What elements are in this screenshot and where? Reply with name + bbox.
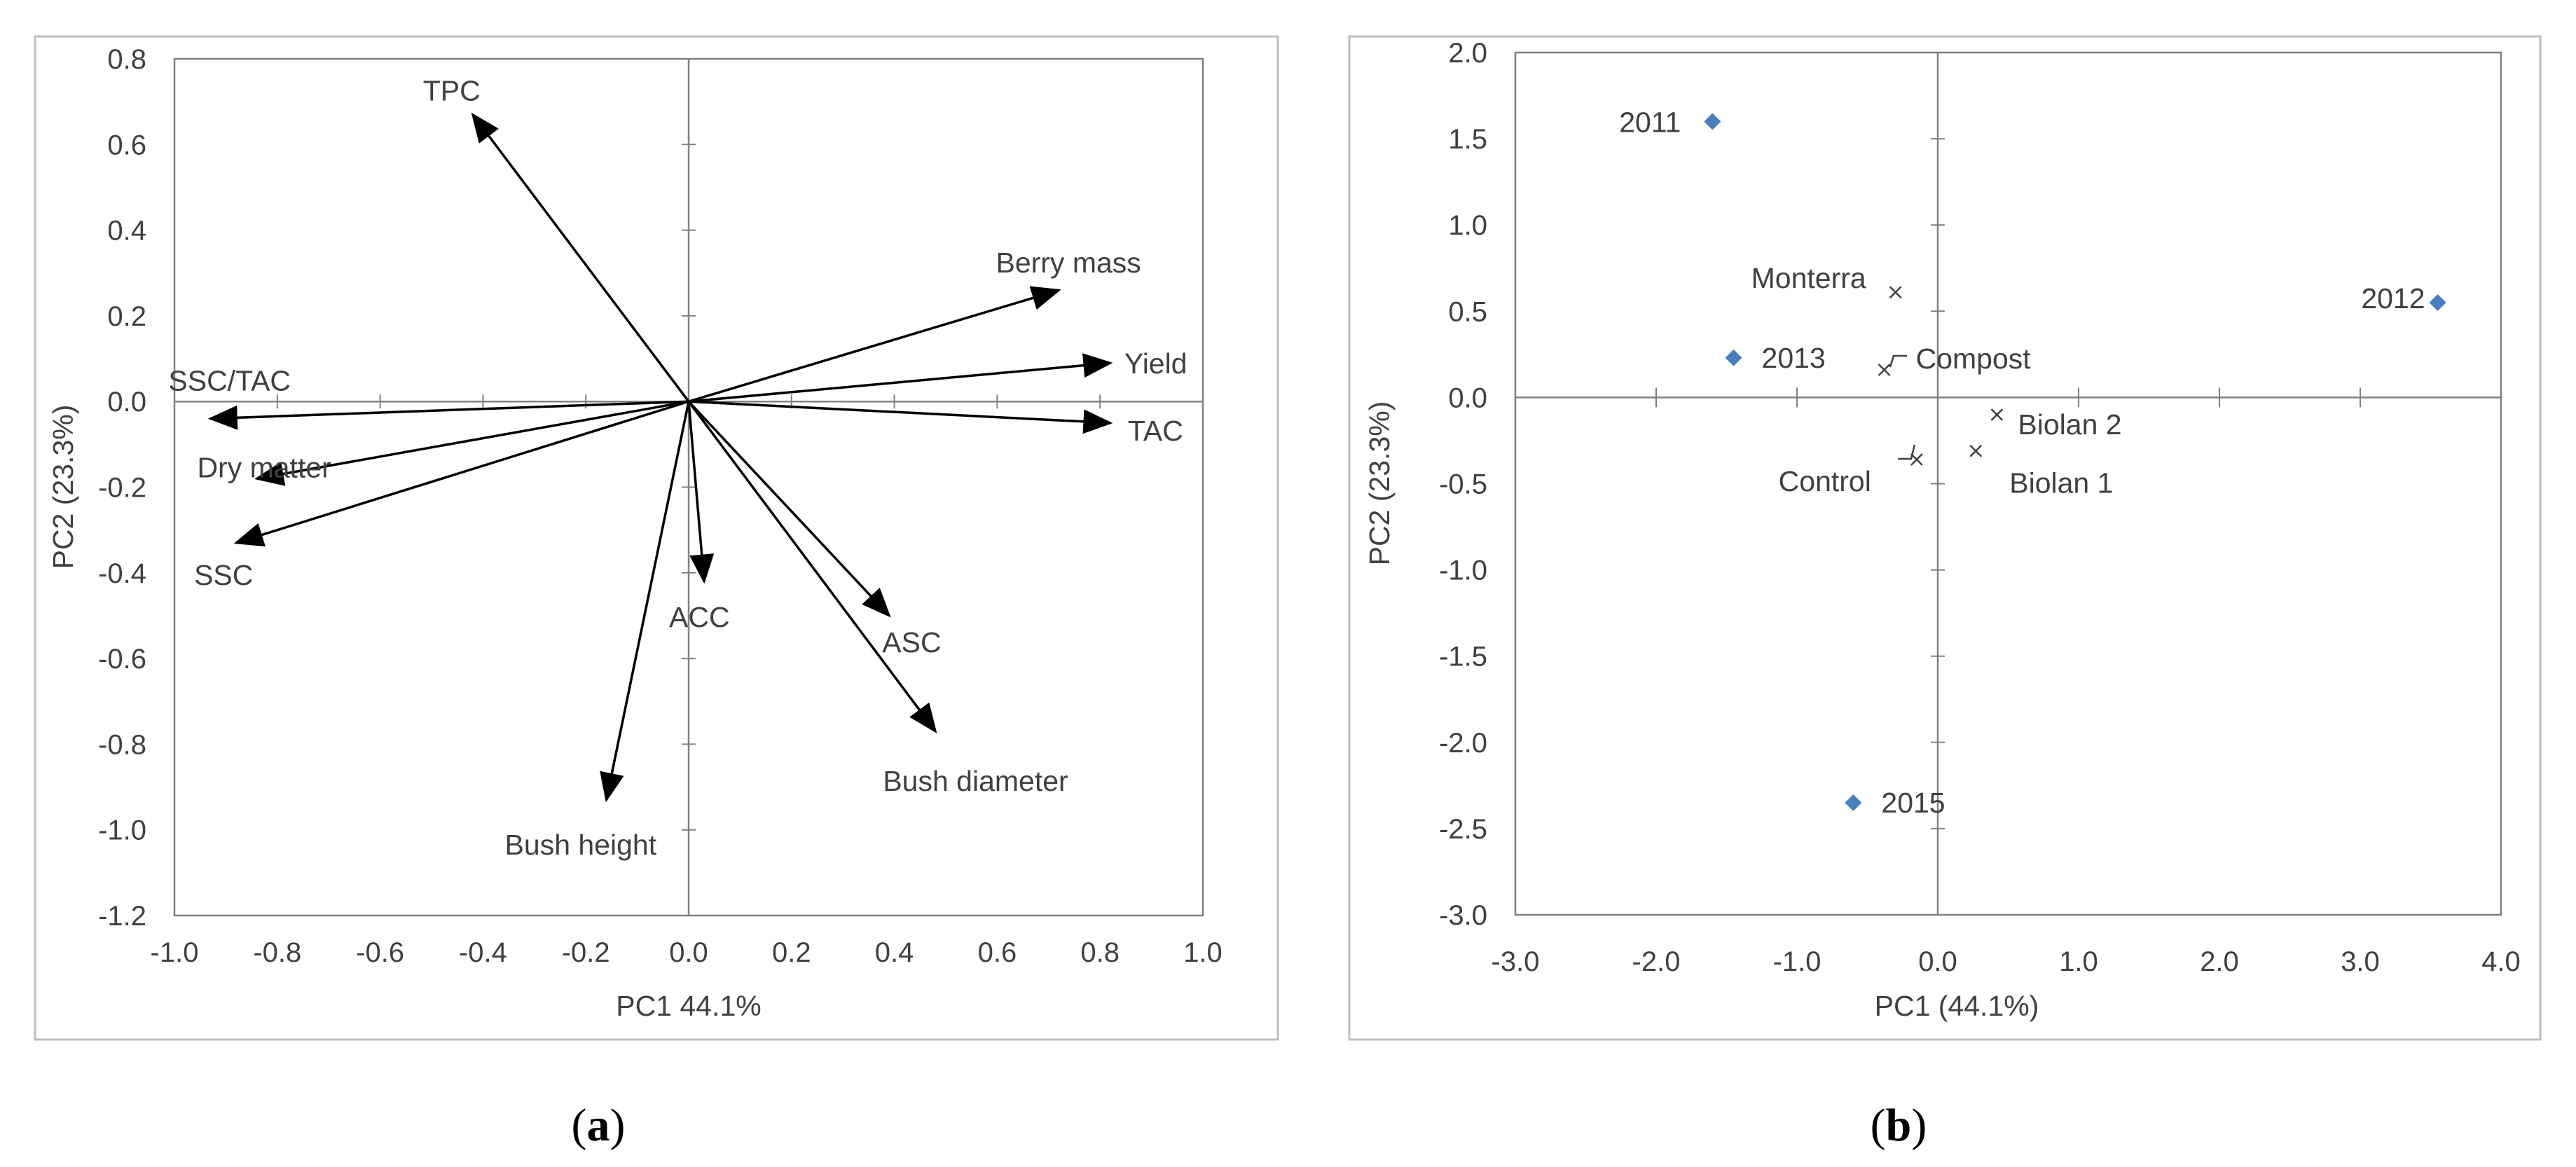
point-2015 — [1845, 794, 1862, 811]
y-axis-title: PC2 (23.3%) — [1363, 401, 1396, 566]
vector-label-ssc: SSC — [194, 559, 253, 591]
vector-dry-matter — [254, 400, 689, 486]
point-label-biolan-1: Biolan 1 — [2009, 467, 2113, 499]
x-axis-title: PC1 (44.1%) — [1875, 990, 2039, 1022]
vector-label-bush-height: Bush height — [505, 829, 657, 861]
x-tick-label: -0.6 — [356, 937, 404, 968]
x-tick-label: 1.0 — [2059, 946, 2098, 977]
vector-asc — [687, 401, 891, 618]
point-biolan-2 — [1990, 408, 2004, 421]
y-tick-label: 0.0 — [1448, 382, 1487, 413]
point-2012 — [2429, 294, 2446, 311]
vector-ssc-tac — [207, 400, 689, 430]
x-tick-label: 4.0 — [2481, 946, 2521, 977]
vector-acc — [687, 401, 715, 584]
x-tick-label: 3.0 — [2341, 946, 2380, 977]
x-tick-label: 0.0 — [1918, 946, 1957, 977]
vector-label-yield: Yield — [1124, 347, 1187, 380]
y-tick-label: -0.2 — [98, 473, 146, 504]
y-tick-label: -2.0 — [1439, 728, 1487, 759]
x-tick-label: 0.0 — [669, 937, 708, 968]
point-monterra — [1889, 286, 1902, 299]
y-tick-label: -1.0 — [1439, 555, 1487, 586]
x-tick-label: -1.0 — [1773, 946, 1821, 977]
y-tick-label: 0.0 — [107, 387, 146, 417]
y-tick-label: 2.0 — [1448, 38, 1487, 69]
x-tick-label: -1.0 — [151, 937, 199, 968]
chart-a-frame — [34, 35, 1279, 1041]
point-control — [1910, 453, 1923, 466]
x-tick-label: -2.0 — [1632, 946, 1681, 977]
x-tick-label: -0.8 — [253, 937, 301, 968]
x-tick-label: -3.0 — [1492, 946, 1540, 977]
y-tick-label: -0.8 — [98, 729, 146, 760]
x-tick-label: 2.0 — [2200, 946, 2239, 977]
loadings-plot: -1.0 -0.8 -0.6 -0.4 -0.2 0.0 0.2 0.4 0.6 0.8 1.0 0.… — [34, 35, 1279, 1151]
panel-label-b: (b) — [1871, 1100, 1927, 1151]
y-tick-label: -3.0 — [1439, 900, 1487, 931]
vector-ssc — [233, 400, 689, 547]
y-tick-label: 0.8 — [107, 44, 146, 75]
x-tick-label: -0.2 — [562, 937, 610, 968]
vector-label-tac: TAC — [1128, 415, 1183, 447]
point-label-2013: 2013 — [1762, 342, 1826, 374]
chart-b-frame — [1348, 35, 2542, 1041]
x-tick-label: 0.8 — [1080, 937, 1120, 968]
y-tick-label: -0.6 — [98, 644, 146, 675]
vector-bush-height — [600, 401, 690, 803]
y-tick-label: 0.4 — [107, 216, 146, 247]
vector-berry-mass — [688, 286, 1061, 403]
x-axis-title: PC1 44.1% — [616, 990, 761, 1022]
control-leader-line — [1898, 444, 1916, 460]
compost-leader-line — [1889, 354, 1907, 368]
vector-tpc — [471, 112, 690, 403]
chart-b-plot-area — [1514, 51, 2502, 916]
vector-label-asc: ASC — [882, 626, 941, 658]
y-tick-label: 1.0 — [1448, 210, 1487, 241]
point-2013 — [1725, 349, 1742, 366]
panel-label-a: (a) — [572, 1100, 626, 1151]
point-label-2015: 2015 — [1881, 787, 1945, 819]
y-tick-label: 1.5 — [1448, 124, 1487, 155]
y-tick-label: -1.2 — [98, 901, 146, 932]
vector-yield — [688, 353, 1113, 403]
x-tick-label: 0.4 — [875, 937, 914, 968]
y-tick-label: 0.2 — [107, 301, 146, 332]
y-tick-label: -1.0 — [98, 815, 146, 846]
vector-label-dry-matter: Dry matter — [197, 451, 331, 483]
scores-plot: -3.0 -2.0 -1.0 0.0 1.0 2.0 3.0 4.0 2.0 1.5 1.0 0.5 0… — [1348, 35, 2542, 1151]
point-label-2012: 2012 — [2361, 282, 2425, 315]
point-biolan-1 — [1969, 444, 1983, 457]
x-tick-label: -0.4 — [459, 937, 507, 968]
y-tick-label: -0.4 — [98, 558, 146, 589]
vector-bush-diameter — [687, 401, 937, 733]
point-2011 — [1704, 113, 1721, 130]
y-tick-label: 0.6 — [107, 130, 146, 160]
vector-label-tpc: TPC — [423, 74, 481, 106]
point-label-biolan-2: Biolan 2 — [2018, 408, 2121, 441]
vector-label-berry-mass: Berry mass — [996, 247, 1141, 279]
vector-label-bush-diameter: Bush diameter — [883, 765, 1068, 797]
y-tick-label: 0.5 — [1448, 296, 1487, 327]
point-label-control: Control — [1779, 465, 1871, 497]
x-tick-label: 0.6 — [978, 937, 1017, 968]
y-tick-label: -0.5 — [1439, 469, 1487, 500]
point-label-monterra: Monterra — [1751, 262, 1866, 294]
point-label-compost: Compost — [1916, 343, 2032, 375]
y-tick-label: -1.5 — [1439, 642, 1487, 672]
leader-lines — [1889, 354, 1916, 460]
vector-label-ssc-tac: SSC/TAC — [168, 365, 291, 397]
point-label-2011: 2011 — [1619, 106, 1681, 138]
x-tick-label: 0.2 — [772, 937, 811, 968]
y-tick-label: -2.5 — [1439, 814, 1487, 845]
vector-label-acc: ACC — [669, 601, 730, 633]
x-tick-label: 1.0 — [1183, 937, 1222, 968]
y-axis-title: PC2 (23.3%) — [47, 405, 79, 569]
vector-tac — [688, 400, 1113, 434]
point-compost — [1878, 364, 1891, 376]
